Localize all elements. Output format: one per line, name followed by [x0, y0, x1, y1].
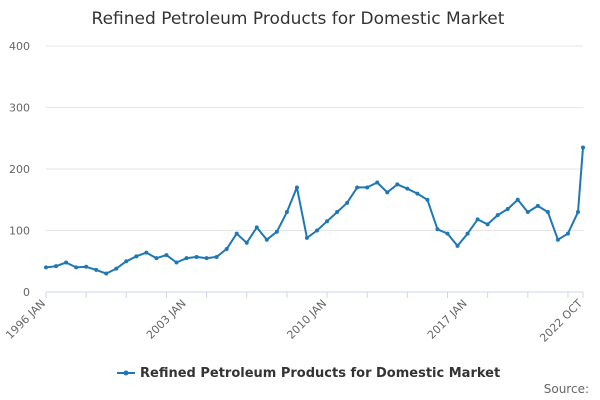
y-axis: 0 100 200 300 400 — [9, 40, 30, 299]
data-point[interactable] — [54, 264, 59, 269]
data-point[interactable] — [254, 225, 259, 230]
data-point[interactable] — [575, 210, 580, 215]
data-point[interactable] — [284, 210, 289, 215]
data-point[interactable] — [184, 256, 189, 261]
data-point[interactable] — [335, 210, 340, 215]
legend[interactable]: Refined Petroleum Products for Domestic … — [117, 366, 500, 381]
data-point[interactable] — [495, 213, 500, 218]
data-point[interactable] — [294, 185, 299, 190]
data-point[interactable] — [164, 253, 169, 258]
data-point[interactable] — [44, 265, 48, 270]
data-point[interactable] — [581, 145, 585, 150]
data-point[interactable] — [395, 182, 400, 187]
series-layer — [44, 145, 585, 276]
data-point[interactable] — [485, 222, 490, 227]
data-point[interactable] — [114, 266, 119, 271]
data-point[interactable] — [435, 227, 440, 232]
x-tick-label: 2010 JAN — [284, 297, 329, 342]
source-label: Source: — [544, 382, 589, 396]
y-tick-label: 400 — [9, 40, 30, 53]
y-tick-label: 200 — [9, 163, 30, 176]
data-point[interactable] — [535, 203, 540, 208]
x-tick-label: 1996 JAN — [3, 297, 48, 342]
y-tick-label: 100 — [9, 225, 30, 238]
data-point[interactable] — [505, 206, 510, 211]
x-tick-label: 2017 JAN — [425, 297, 470, 342]
data-point[interactable] — [445, 231, 450, 236]
data-point[interactable] — [84, 264, 89, 269]
data-point[interactable] — [545, 210, 550, 215]
data-point[interactable] — [134, 254, 139, 259]
data-point[interactable] — [104, 271, 109, 276]
data-point[interactable] — [515, 197, 520, 202]
data-point[interactable] — [144, 250, 149, 255]
data-point[interactable] — [194, 254, 199, 259]
data-point[interactable] — [304, 235, 309, 240]
data-point[interactable] — [315, 228, 320, 233]
data-point[interactable] — [455, 243, 460, 248]
data-point[interactable] — [325, 219, 330, 224]
data-point[interactable] — [345, 200, 350, 205]
data-point[interactable] — [365, 185, 370, 190]
data-point[interactable] — [415, 191, 420, 196]
data-point[interactable] — [274, 229, 279, 234]
x-tick-label: 2003 JAN — [144, 297, 189, 342]
data-point[interactable] — [425, 197, 430, 202]
x-tick-label: 2022 OCT — [537, 297, 585, 345]
data-point[interactable] — [174, 260, 179, 265]
data-point[interactable] — [214, 254, 219, 259]
data-point[interactable] — [385, 190, 390, 195]
data-point[interactable] — [264, 237, 269, 242]
gridlines — [46, 45, 583, 231]
legend-marker — [123, 370, 129, 376]
data-point[interactable] — [74, 265, 79, 270]
data-point[interactable] — [475, 217, 480, 222]
legend-label: Refined Petroleum Products for Domestic … — [140, 366, 500, 381]
data-point[interactable] — [244, 240, 249, 245]
data-point[interactable] — [154, 256, 159, 261]
data-point[interactable] — [94, 267, 99, 272]
y-tick-label: 300 — [9, 102, 30, 115]
y-tick-label: 0 — [23, 286, 30, 299]
data-point[interactable] — [64, 260, 69, 265]
data-point[interactable] — [224, 246, 229, 251]
data-point[interactable] — [465, 231, 470, 236]
data-point[interactable] — [355, 185, 360, 190]
data-point[interactable] — [565, 231, 570, 236]
data-point[interactable] — [525, 210, 530, 215]
x-axis: 1996 JAN 2003 JAN 2010 JAN 2017 JAN 2022 OCT — [3, 291, 585, 345]
data-point[interactable] — [555, 237, 560, 242]
data-point[interactable] — [124, 259, 129, 264]
data-point[interactable] — [204, 256, 209, 261]
data-point[interactable] — [375, 180, 380, 185]
data-point[interactable] — [234, 231, 239, 236]
series-line — [45, 147, 584, 275]
chart-title: Refined Petroleum Products for Domestic … — [92, 9, 505, 29]
data-point[interactable] — [405, 186, 410, 191]
